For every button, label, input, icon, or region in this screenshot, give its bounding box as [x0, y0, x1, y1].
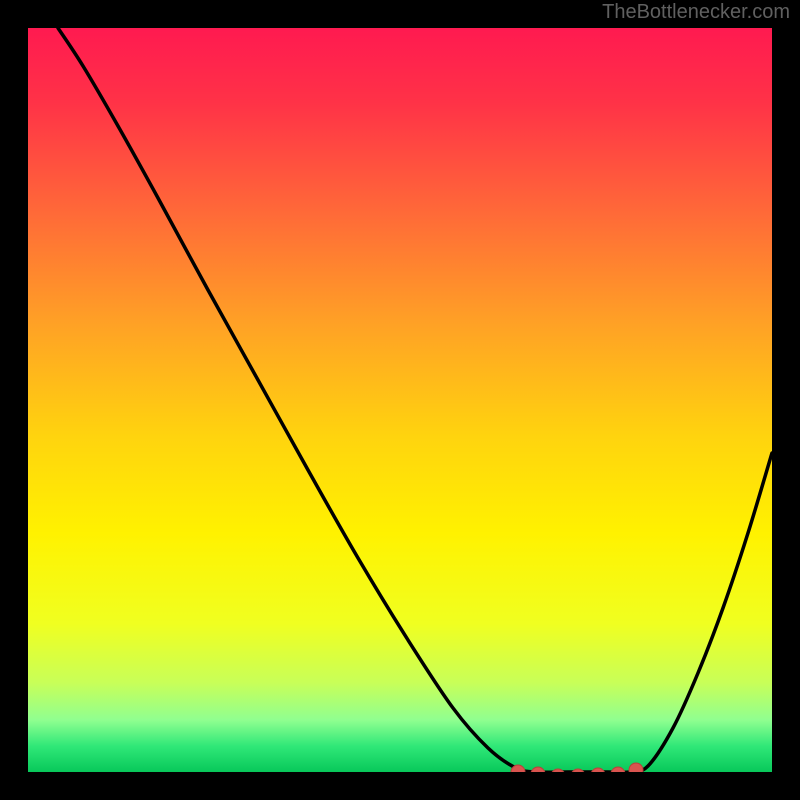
- chart-container: { "attribution": { "text": "TheBottlenec…: [0, 0, 800, 800]
- attribution-text: TheBottlenecker.com: [602, 1, 790, 24]
- bottleneck-curve-chart: [0, 0, 800, 800]
- plot-background: [28, 28, 772, 772]
